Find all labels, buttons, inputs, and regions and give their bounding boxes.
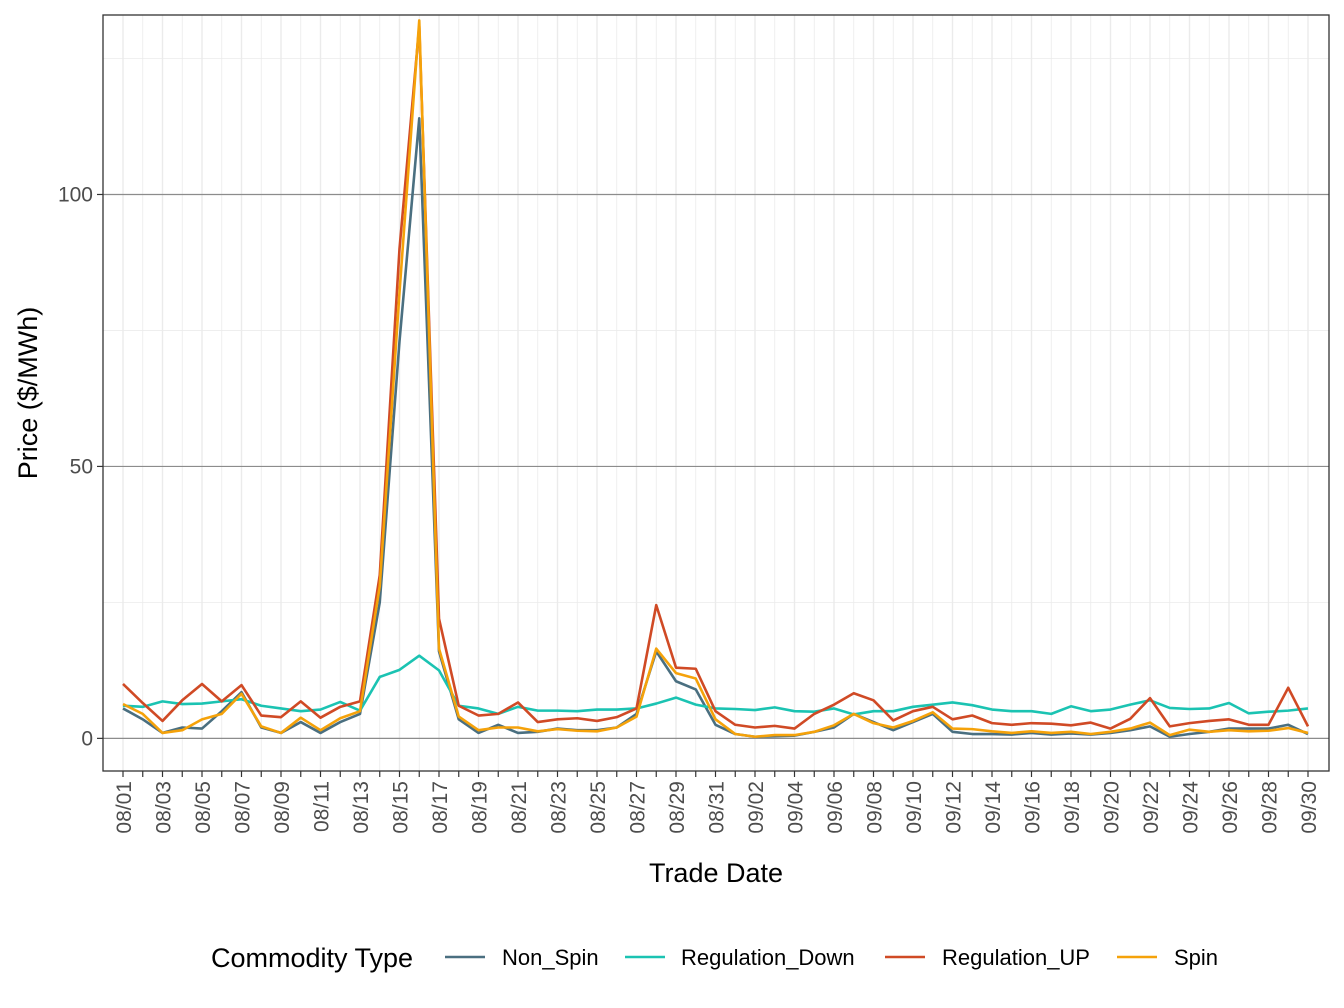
- major-gridlines-y: [103, 193, 1329, 739]
- x-tick-label: 09/14: [982, 781, 1005, 834]
- y-tick-label: 0: [81, 727, 93, 750]
- legend-label-regulation-down: Regulation_Down: [681, 945, 855, 970]
- legend-label-non-spin: Non_Spin: [502, 945, 599, 970]
- x-tick-label: 09/26: [1219, 781, 1242, 834]
- x-tick-label: 09/02: [745, 781, 768, 834]
- y-tick-label: 50: [70, 455, 93, 478]
- x-tick-label: 08/19: [469, 781, 492, 834]
- y-axis-title: Price ($/MWh): [13, 307, 43, 480]
- x-tick-label: 09/22: [1140, 781, 1163, 834]
- x-axis-title: Trade Date: [649, 858, 783, 888]
- x-tick-label: 08/31: [706, 781, 729, 834]
- x-tick-label: 08/05: [192, 781, 215, 834]
- x-tick-label: 09/12: [943, 781, 966, 834]
- x-tick-label: 09/16: [1022, 781, 1045, 834]
- legend-label-spin: Spin: [1174, 945, 1218, 970]
- x-tick-label: 08/13: [350, 781, 373, 834]
- x-tick-label: 08/25: [587, 781, 610, 834]
- x-tick-label: 09/08: [864, 781, 887, 834]
- x-tick-label: 09/10: [903, 781, 926, 834]
- series-line-spin: [122, 19, 1309, 739]
- x-axis: 08/01 08/03 08/05 08/07 08/09 08/11 08/13 08/15…: [113, 771, 1321, 834]
- x-tick-label: 08/27: [627, 781, 650, 834]
- x-tick-label: 08/21: [508, 781, 531, 834]
- minor-gridlines-x: [142, 15, 1289, 771]
- x-tick-label: 09/28: [1259, 781, 1282, 834]
- x-tick-label: 08/29: [666, 781, 689, 834]
- y-axis: 0 50 100: [58, 183, 103, 750]
- x-tick-label: 08/09: [271, 781, 294, 834]
- x-tick-label: 08/03: [153, 781, 176, 834]
- x-tick-label: 09/30: [1298, 781, 1321, 834]
- x-tick-label: 08/23: [548, 781, 571, 834]
- legend-label-regulation-up: Regulation_UP: [942, 945, 1090, 970]
- series-lines: [122, 19, 1310, 739]
- x-tick-label: 08/17: [429, 781, 452, 834]
- legend-title: Commodity Type: [211, 943, 413, 973]
- x-tick-label: 09/18: [1061, 781, 1084, 834]
- x-tick-label: 08/11: [311, 781, 334, 832]
- x-tick-label: 09/24: [1180, 781, 1203, 834]
- x-tick-label: 08/07: [232, 781, 255, 834]
- x-tick-label: 09/06: [824, 781, 847, 834]
- x-tick-label: 09/04: [785, 781, 808, 834]
- y-tick-label: 100: [58, 183, 93, 206]
- series-line-regulation-up: [122, 24, 1310, 730]
- x-tick-label: 09/20: [1101, 781, 1124, 834]
- x-tick-label: 08/15: [390, 781, 413, 834]
- x-tick-label: 08/01: [113, 781, 136, 834]
- legend: Commodity Type Non_Spin Regulation_Down Re…: [211, 943, 1218, 973]
